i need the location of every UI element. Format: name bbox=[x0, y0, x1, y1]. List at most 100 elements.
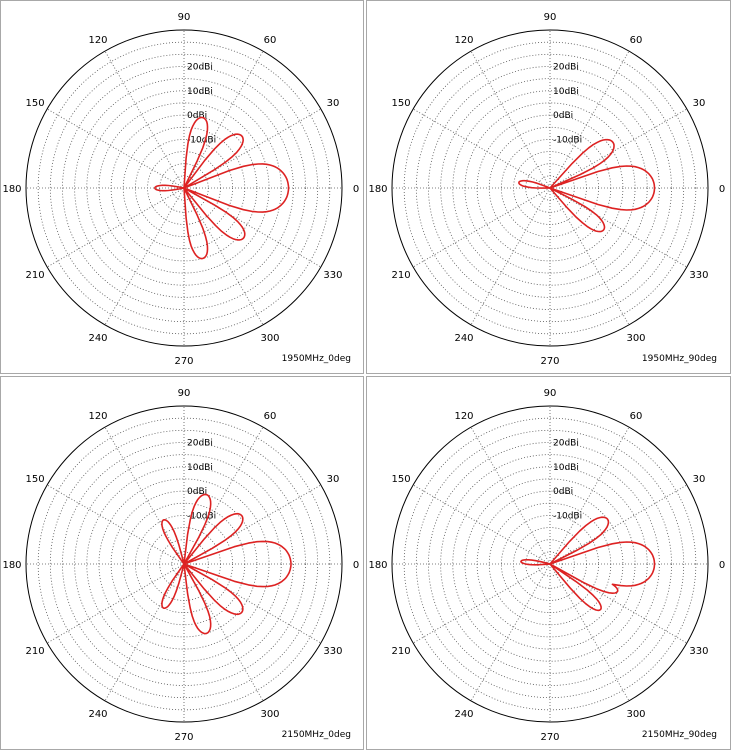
angle-tick-label: 240 bbox=[88, 709, 107, 720]
grid-spoke bbox=[104, 426, 185, 565]
polar-chart-svg: 0 30 60 90 120 150 180 210 240 270 300 330 20dBi 10dB… bbox=[368, 12, 725, 367]
outer-ring bbox=[25, 405, 343, 723]
angle-tick-label: 90 bbox=[178, 12, 191, 23]
angle-tick-label: 60 bbox=[630, 411, 643, 422]
grid-ring bbox=[428, 442, 672, 686]
polar-panel-2150-90: 0 30 60 90 120 150 180 210 240 270 300 330 20dBi 10dB… bbox=[366, 376, 731, 750]
grid-ring bbox=[37, 417, 331, 711]
grid-ring bbox=[415, 53, 685, 323]
grid-ring bbox=[452, 466, 648, 662]
radial-tick-label: 0dBi bbox=[553, 111, 573, 121]
grid-spoke bbox=[46, 108, 185, 189]
angle-tick-label: 210 bbox=[25, 270, 44, 281]
radial-tick-label: -10dBi bbox=[187, 135, 216, 145]
angle-tick-label: 120 bbox=[454, 411, 473, 422]
angle-tick-label: 0 bbox=[719, 184, 725, 195]
radial-tick-label: 10dBi bbox=[187, 87, 213, 97]
angle-tick-label: 0 bbox=[353, 560, 359, 571]
grid-spoke bbox=[46, 484, 185, 565]
grid-spoke bbox=[183, 563, 264, 702]
angle-tick-label: 150 bbox=[391, 98, 410, 109]
grid-spoke bbox=[549, 187, 630, 326]
grid-spoke bbox=[470, 50, 551, 189]
angle-tick-label: 60 bbox=[630, 35, 643, 46]
angle-tick-label: 210 bbox=[391, 270, 410, 281]
angle-tick-label: 150 bbox=[25, 474, 44, 485]
outer-ring bbox=[25, 29, 343, 347]
grid-ring bbox=[464, 102, 636, 274]
outer-ring bbox=[391, 29, 709, 347]
grid-spokes bbox=[26, 30, 342, 346]
grid-spoke bbox=[104, 50, 185, 189]
angle-tick-label: 60 bbox=[264, 35, 277, 46]
chart-caption: 2150MHz_0deg bbox=[282, 730, 351, 740]
angle-tick-label: 90 bbox=[178, 388, 191, 399]
radiation-pattern-line bbox=[154, 116, 290, 260]
radiation-pattern-line bbox=[518, 138, 656, 233]
grid-spoke bbox=[46, 563, 185, 644]
grid-spoke bbox=[46, 187, 185, 268]
radiation-pattern-line bbox=[161, 493, 292, 635]
grid-ring bbox=[415, 429, 685, 699]
radial-tick-label: 0dBi bbox=[187, 111, 207, 121]
grid-ring bbox=[74, 78, 294, 298]
grid-ring bbox=[62, 66, 306, 310]
angle-tick-label: 30 bbox=[327, 98, 340, 109]
angle-tick-label: 180 bbox=[368, 560, 387, 571]
angle-tick-label: 240 bbox=[454, 709, 473, 720]
angle-tick-label: 90 bbox=[544, 12, 557, 23]
polar-chart-svg: 0 30 60 90 120 150 180 210 240 270 300 330 20dBi 10dB… bbox=[368, 388, 725, 743]
grid-spoke bbox=[549, 187, 688, 268]
radial-tick-label: 20dBi bbox=[187, 62, 213, 72]
chart-caption: 1950MHz_90deg bbox=[642, 354, 717, 364]
angle-tick-label: 30 bbox=[693, 98, 706, 109]
angle-tick-label: 270 bbox=[540, 356, 559, 367]
angle-tick-label: 120 bbox=[454, 35, 473, 46]
polar-chart-svg: 0 30 60 90 120 150 180 210 240 270 300 330 20dBi 10dB… bbox=[2, 12, 359, 367]
polar-panel-1950-90: 0 30 60 90 120 150 180 210 240 270 300 330 20dBi 10dB… bbox=[366, 0, 731, 374]
radial-tick-label: 20dBi bbox=[187, 438, 213, 448]
radial-tick-label: 20dBi bbox=[553, 438, 579, 448]
polar-panel-1950-0: 0 30 60 90 120 150 180 210 240 270 300 330 20dBi 10dB… bbox=[0, 0, 364, 374]
angle-tick-label: 270 bbox=[174, 732, 193, 743]
angle-tick-label: 240 bbox=[454, 333, 473, 344]
angle-tick-label: 300 bbox=[626, 333, 645, 344]
angle-tick-label: 240 bbox=[88, 333, 107, 344]
grid-spoke bbox=[104, 563, 185, 702]
polar-panel-2150-0: 0 30 60 90 120 150 180 210 240 270 300 330 20dBi 10dB… bbox=[0, 376, 364, 750]
angle-tick-label: 90 bbox=[544, 388, 557, 399]
grid-ring bbox=[98, 478, 270, 650]
angle-tick-label: 0 bbox=[353, 184, 359, 195]
grid-ring bbox=[74, 454, 294, 674]
radial-tick-label: -10dBi bbox=[187, 511, 216, 521]
grid-spoke bbox=[412, 108, 551, 189]
outer-ring bbox=[391, 405, 709, 723]
angle-tick-label: 60 bbox=[264, 411, 277, 422]
angle-tick-label: 300 bbox=[260, 709, 279, 720]
angle-tick-label: 30 bbox=[693, 474, 706, 485]
angle-tick-label: 330 bbox=[689, 270, 708, 281]
grid-ring bbox=[452, 90, 648, 286]
grid-spoke bbox=[549, 50, 630, 189]
radiation-pattern-line bbox=[520, 516, 656, 612]
angle-tick-label: 150 bbox=[25, 98, 44, 109]
angle-tick-label: 180 bbox=[2, 560, 21, 571]
angle-tick-label: 180 bbox=[2, 184, 21, 195]
angle-tick-label: 120 bbox=[88, 35, 107, 46]
grid-spoke bbox=[470, 563, 551, 702]
grid-spoke bbox=[549, 563, 688, 644]
angle-tick-label: 270 bbox=[540, 732, 559, 743]
angle-tick-label: 120 bbox=[88, 411, 107, 422]
grid-ring bbox=[49, 53, 319, 323]
polar-chart-svg: 0 30 60 90 120 150 180 210 240 270 300 330 20dBi 10dB… bbox=[2, 388, 359, 743]
grid-spoke bbox=[470, 426, 551, 565]
angle-tick-label: 330 bbox=[689, 646, 708, 657]
grid-ring bbox=[98, 102, 270, 274]
chart-caption: 1950MHz_0deg bbox=[282, 354, 351, 364]
angle-tick-label: 330 bbox=[323, 646, 342, 657]
angle-tick-label: 270 bbox=[174, 356, 193, 367]
grid-spoke bbox=[183, 50, 264, 189]
grid-ring bbox=[49, 429, 319, 699]
grid-spoke bbox=[549, 108, 688, 189]
angle-tick-label: 0 bbox=[719, 560, 725, 571]
